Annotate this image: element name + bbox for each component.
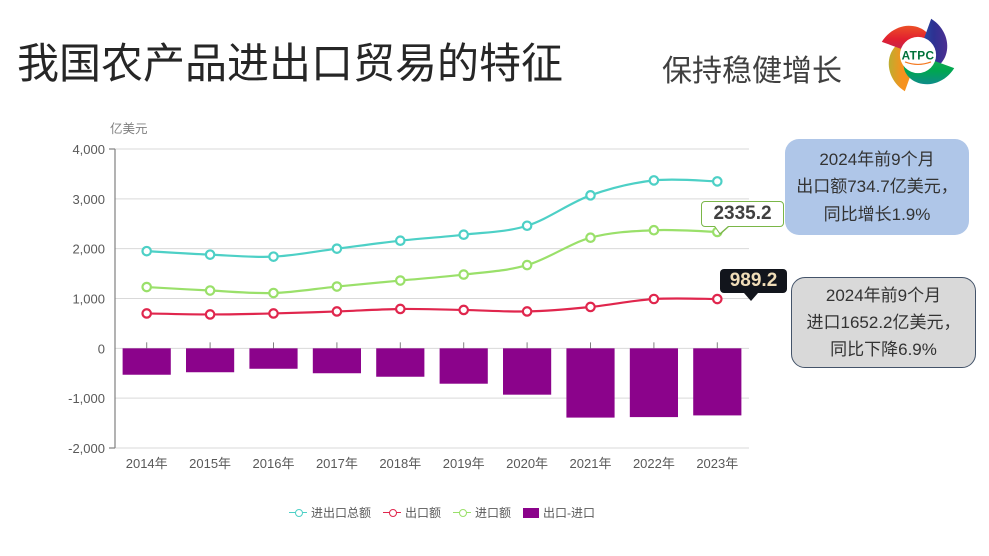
svg-text:ATPC: ATPC <box>902 49 935 63</box>
svg-text:-2,000: -2,000 <box>68 441 105 456</box>
svg-text:2022年: 2022年 <box>633 456 675 471</box>
svg-text:4,000: 4,000 <box>72 142 105 157</box>
svg-text:2021年: 2021年 <box>570 456 612 471</box>
svg-text:2,000: 2,000 <box>72 242 105 257</box>
svg-text:2015年: 2015年 <box>189 456 231 471</box>
svg-text:0: 0 <box>98 341 105 356</box>
svg-text:2016年: 2016年 <box>253 456 295 471</box>
svg-text:2014年: 2014年 <box>126 456 168 471</box>
svg-text:2017年: 2017年 <box>316 456 358 471</box>
svg-text:亿美元: 亿美元 <box>110 121 148 136</box>
svg-text:2019年: 2019年 <box>443 456 485 471</box>
svg-text:2023年: 2023年 <box>696 456 738 471</box>
svg-text:1,000: 1,000 <box>72 292 105 307</box>
svg-text:2018年: 2018年 <box>379 456 421 471</box>
svg-text:3,000: 3,000 <box>72 192 105 207</box>
svg-text:-1,000: -1,000 <box>68 391 105 406</box>
svg-text:2020年: 2020年 <box>506 456 548 471</box>
